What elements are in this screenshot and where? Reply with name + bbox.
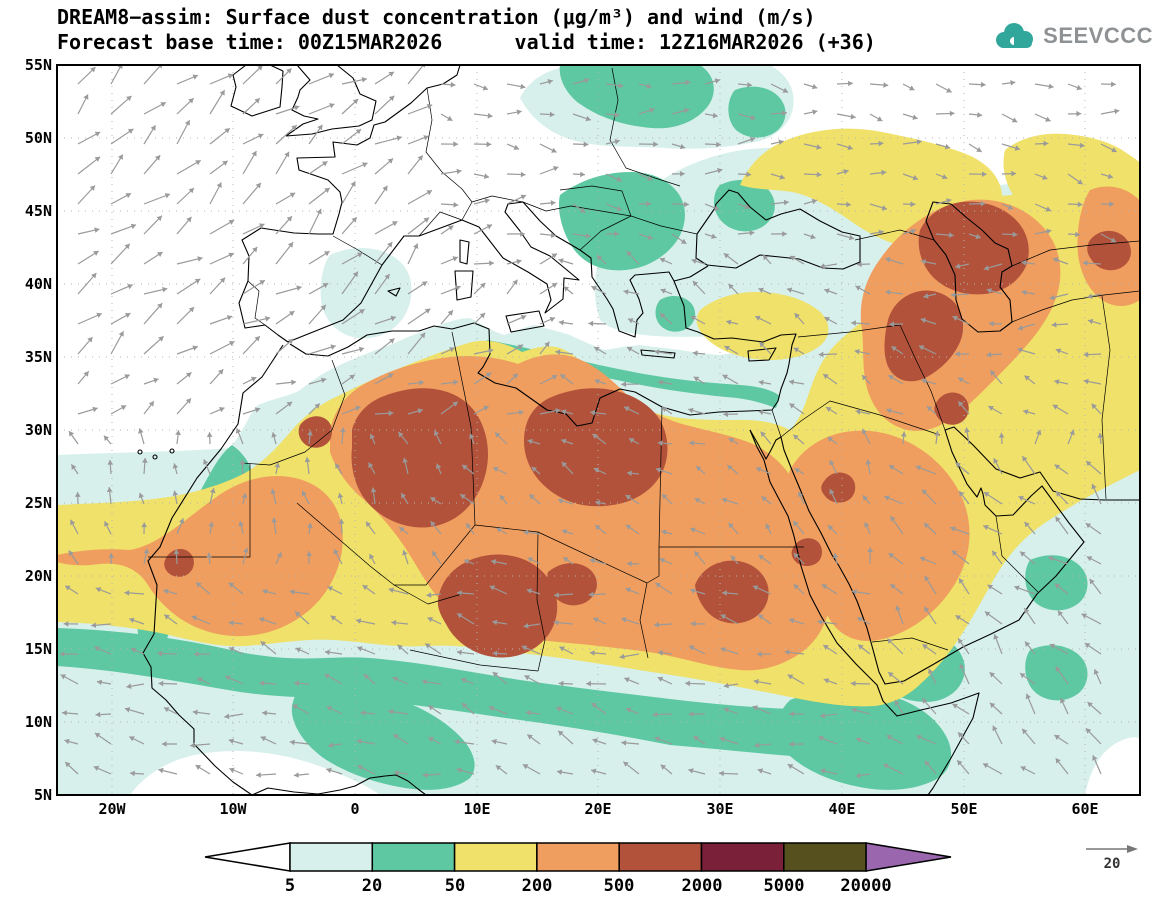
lat-label: 30N: [24, 421, 52, 439]
lon-label: 20W: [98, 800, 126, 818]
borders-layer: [148, 67, 1140, 672]
seevccc-logo: SEEVCCC: [992, 20, 1153, 52]
coastline-islands: [387, 239, 777, 362]
white-se-corner: [1085, 737, 1140, 795]
lon-label: 10E: [463, 800, 491, 818]
colorbar-tick-label: 20000: [840, 876, 892, 896]
figure-title-line2: Forecast base time: 00Z15MAR2026 valid t…: [57, 30, 876, 54]
colorbar-tick-label: 5: [284, 876, 296, 896]
coastline-redsea-africa-horn: [749, 429, 980, 795]
colorbar-segment: [536, 842, 620, 872]
map-frame: [56, 64, 1141, 796]
coastline-gulf-of-guinea: [251, 774, 427, 795]
contour-20-oman: [1025, 555, 1088, 611]
colorbar-tick-label: 5000: [763, 876, 805, 896]
lat-label: 5N: [33, 786, 52, 804]
lon-label: 0: [350, 800, 360, 818]
contour-500-chad: [437, 554, 558, 658]
coastline-blacksea: [695, 189, 861, 270]
contour-200-mauritania: [57, 476, 343, 637]
colorbar-segment: [618, 842, 703, 872]
contour-500-atlas: [298, 416, 332, 448]
contour-20-arabiansea: [1025, 645, 1088, 701]
coastline-iran-gulf: [944, 426, 1140, 501]
contour-20-sahel: [57, 628, 940, 770]
lat-label: 25N: [24, 494, 52, 512]
contour-500-nw-arabia: [821, 472, 856, 503]
contour-20-horn: [776, 689, 952, 790]
border-lines: [148, 67, 1140, 672]
colorbar-segment: [700, 842, 785, 872]
contour-500-caspian-east-spot: [1087, 230, 1131, 271]
lat-label: 40N: [24, 275, 52, 293]
lon-label: 20E: [584, 800, 612, 818]
contour-500-gulf: [934, 392, 969, 425]
lat-label: 55N: [24, 56, 52, 74]
colorbar-segment: [204, 842, 291, 872]
graticule-layer: [57, 65, 1140, 795]
colorbar-segment: [371, 842, 456, 872]
lat-label: 20N: [24, 567, 52, 585]
canary-island: [169, 448, 175, 454]
wind-reference-label: 20: [1103, 856, 1121, 872]
wind-arrows-layer: [59, 65, 1120, 779]
lat-label: 35N: [24, 348, 52, 366]
colorbar-segment: [865, 842, 952, 872]
wind-arrow-shafts: [59, 65, 1120, 777]
colorbar-tick-label: 20: [361, 876, 383, 896]
lon-label: 30E: [706, 800, 734, 818]
lon-label: 60E: [1071, 800, 1099, 818]
colorbar-tick-label: 50: [444, 876, 466, 896]
contour-20-nwblacksea: [714, 179, 775, 232]
lon-label: 50E: [950, 800, 978, 818]
coastline-marmara: [673, 265, 709, 282]
colorbar-tick-label: 500: [603, 876, 635, 896]
contour-20-guinea: [291, 687, 475, 790]
lon-label: 40E: [828, 800, 856, 818]
lat-label: 15N: [24, 640, 52, 658]
lat-label: 10N: [24, 713, 52, 731]
cloud-logo-icon: [996, 23, 1034, 48]
contour-500-zagros: [884, 290, 964, 382]
white-guinea-corner: [130, 750, 380, 795]
canary-island: [152, 454, 158, 460]
contour-50-anatolia: [696, 292, 829, 360]
lon-label: 10W: [219, 800, 247, 818]
contour-500-libya: [524, 388, 668, 507]
colorbar-segment: [783, 842, 867, 872]
contour-500-mauritania-spot: [164, 549, 194, 577]
contour-500-algeria: [351, 388, 488, 528]
figure-title-line1: DREAM8−assim: Surface dust concentration…: [57, 5, 816, 29]
grid-lines: [57, 65, 1140, 795]
colorbar-tick-label: 200: [521, 876, 553, 896]
wind-reference-arrow: [1086, 845, 1138, 853]
coastlines-layer: [137, 65, 1140, 795]
colorbar-tick-label: 2000: [681, 876, 723, 896]
contour-20-balkans: [558, 172, 685, 271]
coastline-europe-africa: [238, 65, 797, 427]
coastline-ireland: [230, 65, 284, 117]
lat-label: 45N: [24, 202, 52, 220]
canary-island: [137, 449, 143, 455]
colorbar-segment: [289, 842, 374, 872]
logo-text: SEEVCCC: [1043, 23, 1153, 48]
coastline-west-africa: [142, 344, 284, 795]
coastline-arabia: [749, 429, 1085, 685]
lat-label: 50N: [24, 129, 52, 147]
colorbar-segment: [453, 842, 538, 872]
coastline-caspian: [925, 201, 1013, 333]
contour-20-baltic2: [728, 86, 786, 138]
contour-20-baltic: [559, 65, 714, 129]
coastline-britain: [285, 65, 377, 137]
colorbar: [204, 842, 952, 872]
contour-500-caucasus: [918, 201, 1029, 295]
